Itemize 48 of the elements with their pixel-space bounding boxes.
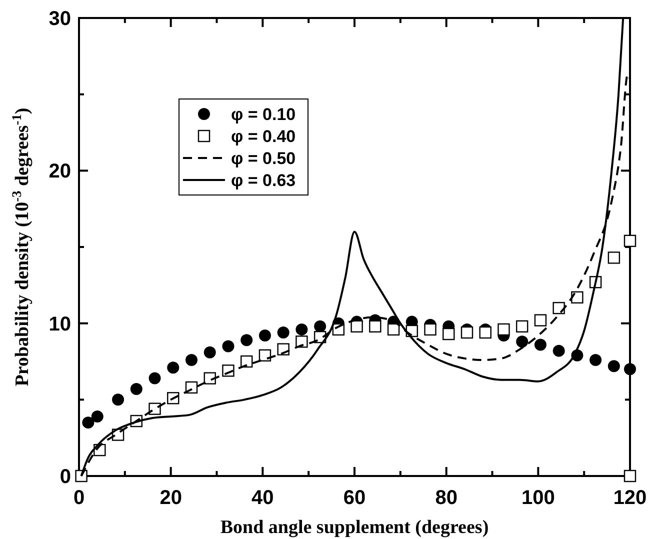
point bbox=[350, 320, 363, 332]
y-tick-label: 10 bbox=[48, 313, 71, 336]
x-tick-label: 40 bbox=[252, 487, 274, 509]
point bbox=[590, 354, 602, 366]
point bbox=[534, 314, 547, 326]
point bbox=[204, 346, 216, 358]
point bbox=[91, 410, 104, 422]
point bbox=[624, 470, 636, 482]
point bbox=[130, 382, 142, 395]
legend-label: φ = 0.40 bbox=[231, 127, 296, 146]
point bbox=[369, 320, 382, 332]
point bbox=[498, 323, 510, 336]
y-tick-label: 30 bbox=[48, 8, 71, 30]
point bbox=[387, 323, 400, 336]
y-tick-label: 20 bbox=[48, 160, 71, 183]
point bbox=[460, 326, 474, 339]
point bbox=[424, 323, 436, 336]
x-tick-label: 80 bbox=[435, 487, 458, 509]
point bbox=[112, 394, 124, 406]
x-tick-label: 120 bbox=[613, 487, 647, 509]
legend-label: φ = 0.10 bbox=[231, 105, 296, 124]
x-tick-label: 100 bbox=[521, 487, 555, 509]
x-tick-label: 60 bbox=[343, 487, 366, 509]
point bbox=[608, 252, 620, 264]
point bbox=[479, 326, 492, 339]
point bbox=[148, 372, 161, 384]
point bbox=[82, 416, 94, 429]
point bbox=[608, 360, 620, 372]
y-tick-label: 0 bbox=[60, 466, 71, 488]
point bbox=[624, 363, 636, 376]
point bbox=[624, 234, 636, 247]
point bbox=[240, 334, 253, 346]
point bbox=[277, 326, 290, 338]
x-axis-title: Bond angle supplement (degrees) bbox=[220, 517, 489, 538]
point bbox=[167, 362, 180, 374]
x-tick-label: 0 bbox=[73, 487, 85, 509]
point bbox=[185, 354, 198, 366]
point bbox=[296, 323, 308, 336]
point bbox=[258, 330, 271, 342]
point bbox=[534, 338, 546, 351]
legend-label: φ = 0.63 bbox=[231, 171, 296, 190]
point bbox=[442, 328, 455, 340]
point bbox=[314, 320, 326, 332]
x-tick-label: 20 bbox=[160, 487, 182, 509]
point bbox=[552, 344, 565, 357]
legend-label: φ = 0.50 bbox=[231, 149, 296, 168]
point bbox=[516, 336, 528, 348]
point bbox=[222, 340, 234, 352]
